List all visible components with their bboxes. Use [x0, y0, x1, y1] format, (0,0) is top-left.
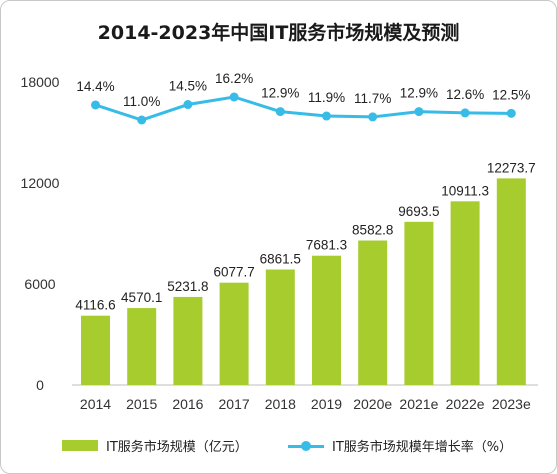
- bar-value-label: 4116.6: [75, 298, 115, 313]
- x-tick-label: 2023e: [492, 396, 531, 412]
- legend-line-swatch: [288, 440, 324, 452]
- line-value-label: 12.9%: [261, 86, 299, 101]
- line-point: [229, 92, 239, 102]
- x-tick-label: 2016: [172, 396, 203, 412]
- x-tick-label: 2014: [80, 396, 111, 412]
- legend-item-bar: IT服务市场规模（亿元）: [62, 436, 248, 455]
- x-tick-label: 2017: [219, 396, 250, 412]
- y-tick-label: 18000: [21, 74, 60, 90]
- line-point: [414, 107, 424, 117]
- bar-value-label: 9693.5: [398, 204, 439, 219]
- bar-value-label: 6077.7: [213, 265, 254, 280]
- x-tick-label: 2015: [126, 396, 157, 412]
- y-tick-label: 12000: [21, 175, 60, 191]
- bar: [450, 201, 480, 385]
- bar: [496, 178, 526, 385]
- bar-series: [81, 178, 526, 385]
- line-point: [322, 111, 331, 121]
- x-tick-label: 2018: [265, 396, 296, 412]
- bar-value-label: 12273.7: [487, 160, 536, 175]
- y-tick-label: 6000: [24, 276, 55, 292]
- bar: [312, 255, 341, 385]
- line-point: [275, 107, 285, 117]
- line-value-label: 12.5%: [492, 87, 530, 102]
- line-value-label: 11.7%: [354, 91, 391, 106]
- line-point: [91, 100, 100, 110]
- line-value-labels: 14.4% 11.0% 14.5% 16.2% 12.9% 11.9% 11.7% 12.9%…: [76, 71, 530, 109]
- x-tick-label: 2020e: [353, 396, 392, 412]
- bar-value-label: 7681.3: [306, 238, 347, 253]
- bar: [127, 308, 157, 385]
- line-series: [91, 92, 516, 125]
- line-point: [137, 115, 147, 125]
- legend-bar-swatch: [62, 440, 98, 451]
- line-point: [183, 100, 193, 110]
- bar: [358, 240, 388, 385]
- x-axis-ticks: 2014 2015 2016 2017 2018 2019 2020e 2021e 2022e 2…: [80, 396, 531, 412]
- line-value-label: 12.9%: [400, 86, 438, 101]
- line-value-label: 11.9%: [308, 90, 345, 105]
- line-value-label: 12.6%: [446, 87, 484, 102]
- bar: [81, 315, 110, 385]
- growth-line: [95, 95, 512, 122]
- bar-value-label: 10911.3: [441, 183, 489, 198]
- line-point: [368, 112, 378, 122]
- bar-value-label: 4570.1: [121, 290, 162, 305]
- y-tick-label: 0: [36, 377, 44, 393]
- legend-bar-label: IT服务市场规模（亿元）: [106, 440, 248, 455]
- legend-line-label: IT服务市场规模年增长率（%）: [332, 440, 513, 455]
- line-value-label: 16.2%: [215, 71, 253, 86]
- bar: [219, 282, 249, 385]
- x-tick-label: 2021e: [399, 396, 438, 412]
- y-axis-ticks: 0 6000 12000 18000: [21, 74, 60, 393]
- legend: IT服务市场规模（亿元） IT服务市场规模年增长率（%）: [0, 436, 557, 456]
- line-value-label: 14.4%: [76, 79, 114, 94]
- bar: [404, 221, 434, 385]
- line-point: [460, 108, 470, 118]
- legend-item-line: IT服务市场规模年增长率（%）: [288, 436, 512, 455]
- line-value-label: 14.5%: [169, 79, 207, 94]
- bar-value-label: 5231.8: [167, 279, 208, 294]
- line-value-label: 11.0%: [123, 94, 160, 109]
- chart-title: 2014-2023年中国IT服务市场规模及预测: [97, 22, 460, 44]
- bar: [173, 296, 203, 385]
- line-point: [506, 108, 516, 118]
- bar: [265, 269, 295, 385]
- bar-value-label: 8582.8: [352, 223, 393, 238]
- bar-value-labels: 4116.6 4570.1 5231.8 6077.7 6861.5 7681.3 8582…: [75, 160, 535, 312]
- x-tick-label: 2022e: [446, 396, 485, 412]
- bar-value-label: 6861.5: [260, 251, 301, 266]
- x-tick-label: 2019: [311, 396, 342, 412]
